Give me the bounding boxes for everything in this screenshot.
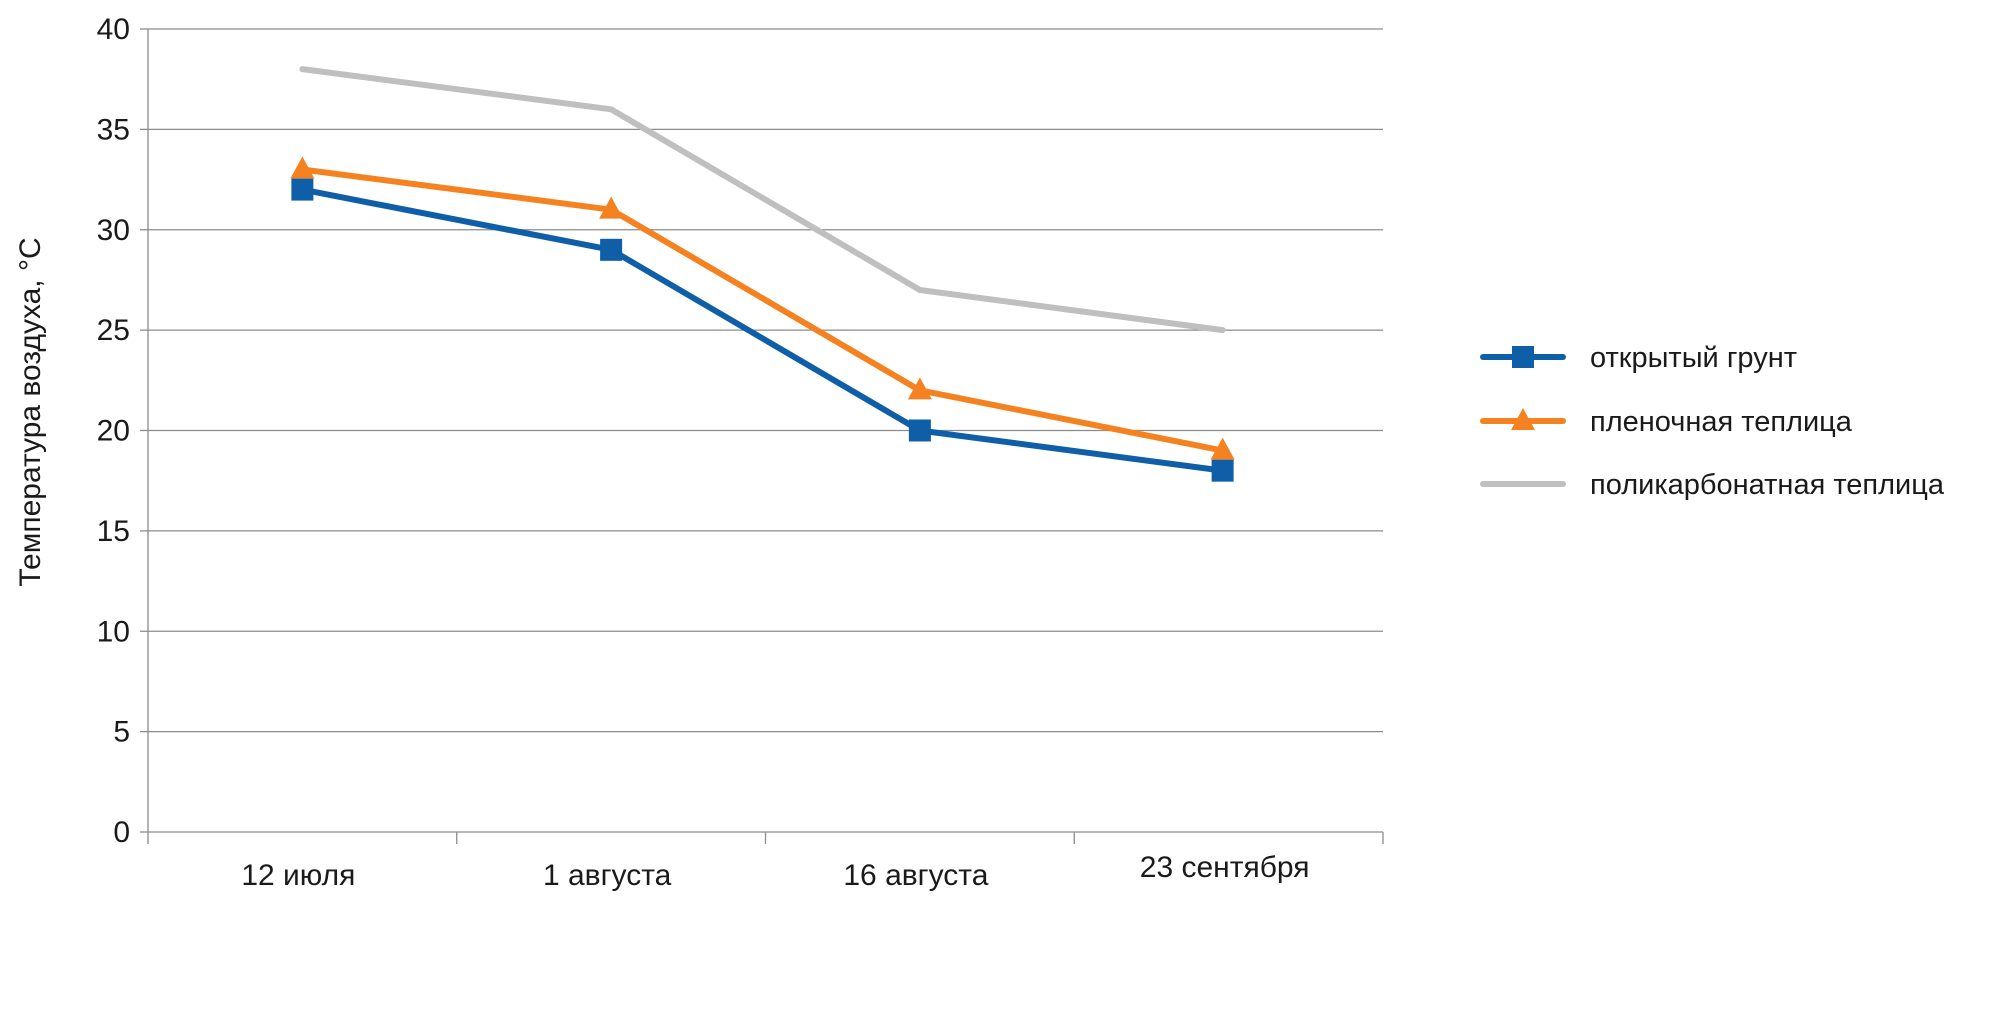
y-tick-label: 35: [97, 113, 130, 146]
y-tick-label: 10: [97, 615, 130, 648]
y-tick-label: 40: [97, 13, 130, 46]
y-tick-label: 15: [97, 515, 130, 548]
series-line: [299, 166, 1226, 454]
triangle-marker: [599, 196, 624, 219]
triangle-marker: [290, 156, 315, 179]
y-tick-label: 30: [97, 214, 130, 247]
legend-entry: открытый грунт: [1480, 342, 1797, 374]
triangle-marker: [1511, 408, 1535, 430]
x-tick-label: 16 августа: [843, 859, 988, 892]
y-axis-title: Температура воздуха, °C: [14, 237, 47, 586]
y-tick-label: 5: [113, 716, 130, 749]
triangle-marker: [907, 377, 932, 400]
y-tick-label: 20: [97, 415, 130, 448]
square-marker: [291, 178, 314, 201]
axes: [140, 28, 1384, 844]
legend-entry: поликарбонатная теплица: [1480, 469, 1945, 501]
series-line: [299, 186, 1226, 474]
x-tick-label: 12 июля: [241, 859, 355, 892]
y-tick-label: 0: [113, 816, 130, 849]
x-tick-label: 1 августа: [543, 859, 672, 892]
x-tick-labels: 12 июля 1 августа 16 августа 23 сентября: [241, 851, 1309, 892]
x-tick-label: 23 сентября: [1140, 851, 1310, 884]
series-2: [299, 66, 1226, 334]
square-marker: [1512, 346, 1534, 368]
legend-label: поликарбонатная теплица: [1590, 469, 1945, 501]
grid: [148, 28, 1383, 733]
series-1: [290, 156, 1235, 460]
square-marker: [600, 238, 623, 261]
legend-label: открытый грунт: [1590, 342, 1797, 374]
y-tick-labels: 0 5 10 15 20 25 30 35 40: [97, 13, 130, 849]
legend-label: пленочная теплица: [1590, 406, 1853, 438]
square-marker: [908, 419, 931, 442]
series-0: [291, 178, 1234, 482]
series: [290, 66, 1235, 482]
square-marker: [1211, 459, 1234, 482]
series-line: [299, 66, 1226, 334]
y-tick-label: 25: [97, 314, 130, 347]
legend-entry: пленочная теплица: [1480, 406, 1853, 438]
triangle-marker: [1210, 437, 1235, 460]
legend: открытый грунт пленочная теплица поликарбо…: [1480, 342, 1945, 501]
